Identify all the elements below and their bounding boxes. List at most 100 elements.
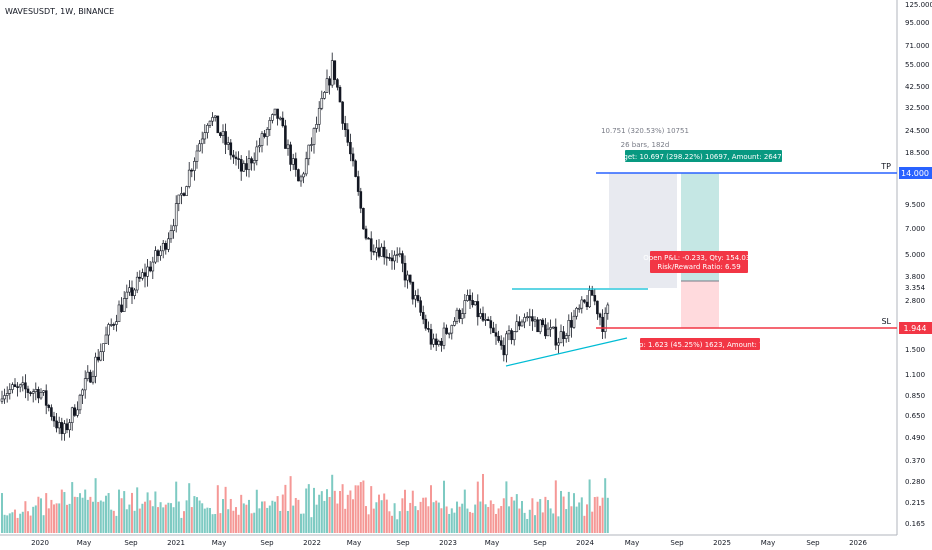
candle-body: [320, 98, 324, 109]
volume-bar: [320, 491, 323, 533]
volume-bar: [500, 506, 503, 533]
volume-bar: [430, 485, 432, 533]
candle-body: [479, 313, 482, 318]
candle-body: [31, 391, 35, 394]
volume-bar: [346, 494, 349, 533]
volume-bar: [367, 514, 370, 533]
candle-body: [104, 334, 108, 344]
candle-body: [216, 115, 220, 134]
candle-body: [525, 316, 529, 319]
time-tick-label: May: [625, 539, 639, 547]
candle-body: [143, 272, 147, 277]
candle-body: [255, 146, 259, 161]
candle-body: [242, 163, 246, 172]
candle-body: [393, 254, 396, 262]
price-tick-label: 2.800: [905, 297, 925, 305]
time-axis[interactable]: 2020 May Sep 2021 May Sep 2022 May Sep 2023 May Sep…: [31, 539, 867, 547]
candle-body: [164, 243, 168, 250]
volume-bar: [432, 502, 435, 533]
volume-bar: [541, 512, 544, 533]
volume-bar: [313, 487, 315, 533]
candle-body: [76, 409, 79, 416]
candle-body: [250, 158, 253, 164]
volume-bar: [188, 483, 191, 533]
time-tick-label: 2026: [849, 539, 867, 547]
candle-body: [395, 254, 399, 256]
candle-body: [177, 194, 181, 204]
candle-body: [161, 243, 165, 252]
time-tick-label: Sep: [806, 539, 820, 547]
volume-bar: [141, 503, 144, 533]
volume-bar: [534, 515, 536, 533]
candle-body: [190, 169, 194, 172]
candle-body: [367, 237, 370, 240]
trend-line[interactable]: [505, 337, 628, 367]
candle-body: [156, 250, 160, 256]
candle-body: [195, 150, 199, 162]
candle-body: [447, 332, 451, 335]
target-label: Target: 10.697 (298.22%) 10697, Amount: …: [612, 153, 793, 161]
candle-body: [419, 300, 422, 313]
candle-body: [429, 329, 433, 345]
candle-body: [107, 324, 110, 336]
volume-bar: [79, 493, 81, 533]
volume-bar: [443, 480, 445, 533]
candle-body: [291, 158, 295, 165]
volume-bar: [131, 492, 133, 533]
volume-bar: [453, 512, 456, 533]
stop-label: Stop: 1.623 (45.25%) 1623, Amount: 750: [628, 341, 773, 349]
candle-body: [130, 287, 134, 296]
volume-bar: [396, 519, 399, 533]
volume-bar: [305, 488, 308, 533]
candlestick-series: [0, 52, 610, 441]
volume-bar: [209, 508, 211, 533]
price-tick-label: 0.850: [905, 392, 925, 400]
candle-body: [29, 392, 32, 394]
volume-bar: [53, 504, 55, 533]
volume-bar: [214, 514, 217, 533]
volume-bar: [27, 511, 29, 533]
volume-bar: [3, 514, 6, 533]
volume-bar: [606, 497, 609, 533]
candle-body: [221, 131, 225, 136]
candle-body: [572, 315, 576, 328]
volume-bar: [16, 517, 19, 533]
volume-bar: [89, 496, 92, 533]
volume-bar: [219, 513, 222, 533]
candle-body: [377, 247, 381, 257]
candle-body: [432, 338, 435, 345]
volume-bar: [531, 498, 534, 533]
candle-body: [229, 142, 233, 156]
candle-body: [577, 307, 581, 310]
candle-body: [463, 300, 467, 314]
candle-body: [445, 327, 448, 334]
sl-price-marker: [899, 322, 932, 334]
volume-bar: [385, 499, 388, 533]
volume-bar: [328, 496, 331, 533]
candle-body: [13, 384, 17, 387]
volume-bar: [518, 508, 521, 533]
volume-bar: [565, 509, 568, 533]
candle-body: [583, 299, 586, 303]
candle-body: [169, 230, 173, 240]
volume-bar: [216, 485, 219, 533]
volume-bar: [289, 476, 292, 533]
volume-bar: [250, 513, 253, 533]
volume-bar: [133, 510, 136, 533]
volume-bar: [596, 496, 599, 533]
candle-body: [349, 142, 352, 155]
candle-body: [403, 262, 407, 281]
candle-body: [471, 300, 474, 306]
volume-bar: [66, 504, 68, 533]
candle-body: [388, 257, 391, 259]
volume-bar: [232, 510, 235, 533]
candle-body: [325, 78, 329, 93]
price-axis[interactable]: 125.000 95.000 71.000 55.000 42.500 32.500 24.…: [905, 1, 932, 528]
candle-body: [549, 327, 552, 330]
candle-body: [567, 320, 571, 336]
candle-body: [520, 321, 524, 327]
candle-body: [21, 382, 25, 386]
candle-body: [211, 117, 214, 122]
volume-bar: [469, 511, 471, 533]
